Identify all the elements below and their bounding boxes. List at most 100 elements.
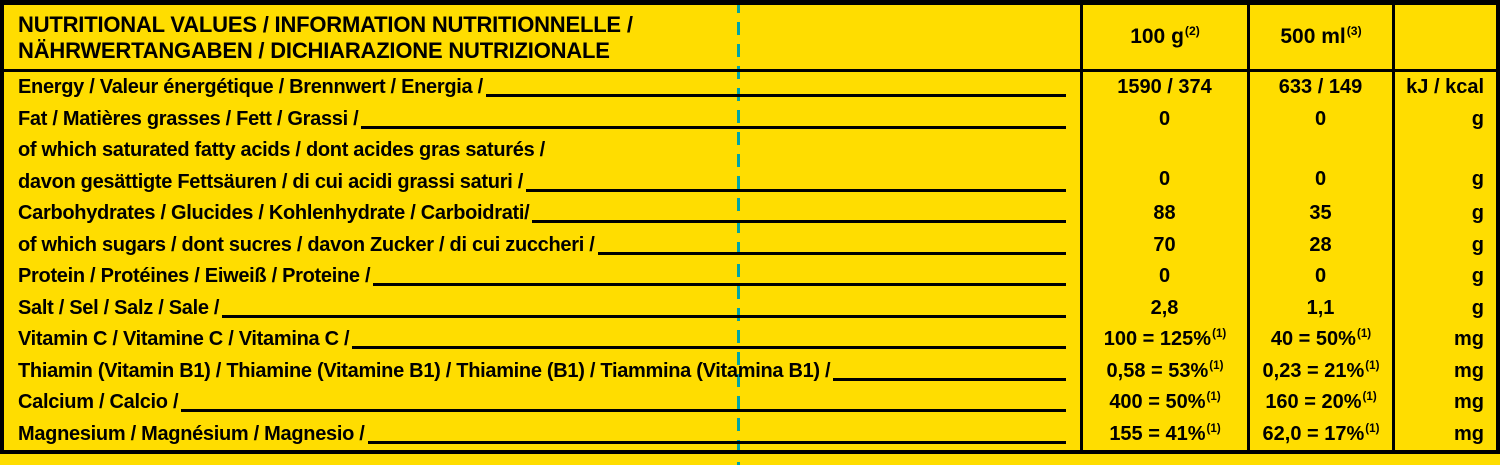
unit-cell: g <box>1392 261 1496 293</box>
fill-rule <box>361 125 1066 129</box>
col-header-100g: 100 g (2) <box>1080 5 1247 69</box>
row-label-line2-wrap: davon gesättigte Fettsäuren / di cui aci… <box>4 167 1080 199</box>
value-500ml: 28 <box>1247 229 1392 261</box>
value-100g-text: 0 <box>1158 107 1171 130</box>
row-label-cell: of which saturated fatty acids / dont ac… <box>4 135 1080 198</box>
value-500ml-sup: (1) <box>1362 390 1377 404</box>
table-row: Energy / Valeur énergétique / Brennwert … <box>4 72 1496 104</box>
value-100g-sup: (1) <box>1212 327 1227 341</box>
unit-cell: g <box>1392 292 1496 324</box>
value-100g-text: 0 <box>1158 265 1171 288</box>
value-500ml-text: 0 <box>1314 168 1327 190</box>
row-label-cell: Energy / Valeur énergétique / Brennwert … <box>4 72 1080 104</box>
value-100g-text: 0,58 = 53% <box>1106 359 1209 382</box>
value-500ml-text: 0,23 = 21% <box>1262 359 1365 382</box>
row-label: of which saturated fatty acids / dont ac… <box>18 139 545 162</box>
value-100g-sup: (1) <box>1209 358 1224 372</box>
value-500ml: 1,1 <box>1247 292 1392 324</box>
table-row: Salt / Sel / Salz / Sale / 2,8 1,1 g <box>4 292 1496 325</box>
value-100g-text: 0 <box>1158 168 1171 190</box>
value-500ml-sup: (1) <box>1365 421 1380 435</box>
value-100g-sup: (1) <box>1206 390 1221 404</box>
fill-rule <box>532 220 1066 224</box>
value-500ml-text: 28 <box>1309 233 1332 256</box>
value-100g: 88 <box>1080 198 1247 230</box>
value-500ml-text: 633 / 149 <box>1278 76 1363 99</box>
row-label: Thiamin (Vitamin B1) / Thiamine (Vitamin… <box>18 359 831 382</box>
row-label-cell: Calcium / Calcio / <box>4 387 1080 419</box>
row-label: Calcium / Calcio / <box>18 391 179 414</box>
value-100g: 0 <box>1080 261 1247 293</box>
value-500ml-text: 62,0 = 17% <box>1262 422 1365 445</box>
row-label-line1-wrap: of which saturated fatty acids / dont ac… <box>4 135 1080 167</box>
fill-rule <box>222 314 1066 318</box>
value-100g: 155 = 41% (1) <box>1080 418 1247 450</box>
row-label-cell: Thiamin (Vitamin B1) / Thiamine (Vitamin… <box>4 356 1080 388</box>
value-100g-text: 2,8 <box>1150 296 1179 319</box>
fill-rule <box>597 251 1066 255</box>
value-100g: 0 <box>1080 135 1247 198</box>
unit-cell: kJ / kcal <box>1392 72 1496 104</box>
table-row: Protein / Protéines / Eiweiß / Proteine … <box>4 261 1496 293</box>
value-100g: 70 <box>1080 229 1247 261</box>
col-header-100g-text: 100 g <box>1130 25 1184 48</box>
value-100g: 0 <box>1080 103 1247 135</box>
col-header-500ml-sup: (3) <box>1346 23 1362 38</box>
fill-rule <box>373 283 1066 287</box>
value-500ml: 0 <box>1247 261 1392 293</box>
value-500ml-sup: (1) <box>1356 327 1372 341</box>
row-label: Fat / Matières grasses / Fett / Grassi / <box>18 107 359 130</box>
unit-cell: g <box>1392 135 1496 198</box>
table-row: Magnesium / Magnésium / Magnesio / 155 =… <box>4 418 1496 451</box>
row-label-cell: Vitamin C / Vitamine C / Vitamina C / <box>4 324 1080 356</box>
table-title-line1: NUTRITIONAL VALUES / INFORMATION NUTRITI… <box>18 12 633 37</box>
value-500ml: 160 = 20% (1) <box>1247 387 1392 419</box>
table-row: Fat / Matières grasses / Fett / Grassi /… <box>4 103 1496 135</box>
table-row: of which saturated fatty acids / dont ac… <box>4 135 1496 198</box>
col-header-500ml: 500 ml (3) <box>1247 5 1392 69</box>
unit-cell: mg <box>1392 418 1496 450</box>
row-label: Vitamin C / Vitamine C / Vitamina C / <box>18 328 350 351</box>
value-500ml-text: 40 = 50% <box>1270 328 1356 351</box>
value-100g: 100 = 125% (1) <box>1080 324 1247 356</box>
value-500ml: 633 / 149 <box>1247 72 1392 104</box>
cut-fold-dashed-line <box>737 0 740 465</box>
value-100g-text: 70 <box>1153 233 1176 256</box>
fill-rule <box>352 346 1066 350</box>
col-header-units <box>1392 5 1496 69</box>
value-500ml-text: 1,1 <box>1306 296 1335 319</box>
value-500ml-text: 0 <box>1314 107 1327 130</box>
row-label-line2: davon gesättigte Fettsäuren / di cui aci… <box>18 170 523 193</box>
row-label: Salt / Sel / Salz / Sale / <box>18 296 220 319</box>
value-500ml: 40 = 50% (1) <box>1247 324 1392 356</box>
value-100g: 0,58 = 53% (1) <box>1080 355 1247 387</box>
unit-cell: mg <box>1392 355 1496 387</box>
row-label-cell: Salt / Sel / Salz / Sale / <box>4 293 1080 325</box>
table-row: of which sugars / dont sucres / davon Zu… <box>4 229 1496 261</box>
fill-rule <box>485 94 1066 98</box>
value-100g: 1590 / 374 <box>1080 72 1247 104</box>
table-title-cell: NUTRITIONAL VALUES / INFORMATION NUTRITI… <box>4 5 1080 69</box>
table-title-line2: NÄHRWERTANGABEN / DICHIARAZIONE NUTRIZIO… <box>18 38 610 63</box>
col-header-500ml-text: 500 ml <box>1280 25 1346 48</box>
row-label: Carbohydrates / Glucides / Kohlenhydrate… <box>18 202 530 225</box>
value-500ml: 62,0 = 17% (1) <box>1247 418 1392 450</box>
value-500ml: 35 <box>1247 198 1392 230</box>
value-100g-text: 100 = 125% <box>1103 328 1212 351</box>
table-row: Thiamin (Vitamin B1) / Thiamine (Vitamin… <box>4 355 1496 388</box>
value-500ml-text: 35 <box>1309 202 1332 225</box>
value-500ml-text: 0 <box>1314 265 1327 288</box>
table-row: Carbohydrates / Glucides / Kohlenhydrate… <box>4 198 1496 230</box>
unit-cell: mg <box>1392 387 1496 419</box>
unit-cell: mg <box>1392 324 1496 356</box>
fill-rule <box>525 188 1066 192</box>
value-100g-text: 400 = 50% <box>1109 391 1206 414</box>
value-100g: 2,8 <box>1080 292 1247 324</box>
value-500ml-text: 160 = 20% <box>1265 391 1362 414</box>
value-500ml-sup: (1) <box>1365 358 1380 372</box>
row-label-cell: Carbohydrates / Glucides / Kohlenhydrate… <box>4 198 1080 230</box>
unit-cell: g <box>1392 198 1496 230</box>
table-header-row: NUTRITIONAL VALUES / INFORMATION NUTRITI… <box>4 5 1496 72</box>
row-label: Magnesium / Magnésium / Magnesio / <box>18 422 365 445</box>
row-label-cell: Magnesium / Magnésium / Magnesio / <box>4 419 1080 451</box>
